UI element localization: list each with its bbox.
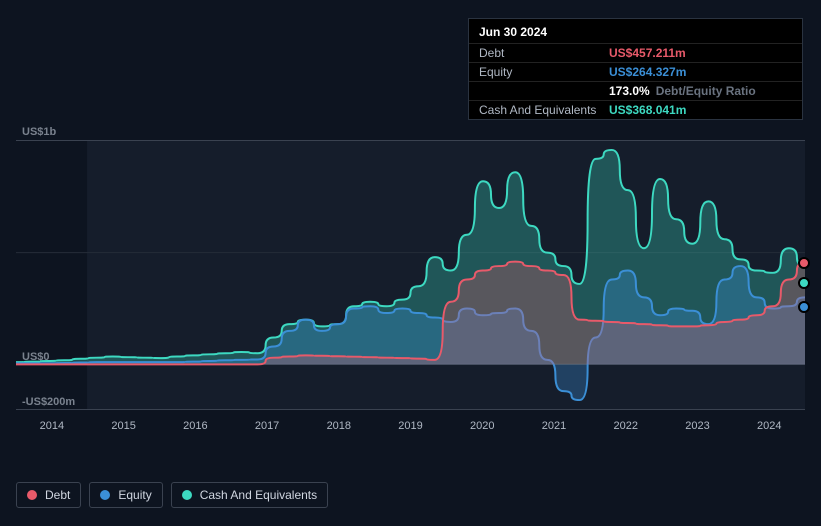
- legend-dot-icon: [27, 490, 37, 500]
- tooltip-row: EquityUS$264.327m: [469, 62, 802, 81]
- tooltip-row: DebtUS$457.211m: [469, 43, 802, 62]
- legend-dot-icon: [182, 490, 192, 500]
- chart-svg: [16, 141, 805, 409]
- x-tick-label: 2024: [733, 420, 805, 450]
- legend-dot-icon: [100, 490, 110, 500]
- x-tick-label: 2019: [375, 420, 447, 450]
- legend-label: Equity: [118, 488, 151, 502]
- x-tick-label: 2017: [231, 420, 303, 450]
- tooltip-label: [479, 84, 609, 98]
- x-tick-label: 2022: [590, 420, 662, 450]
- x-tick-label: 2018: [303, 420, 375, 450]
- legend-item[interactable]: Equity: [89, 482, 162, 508]
- tooltip-value: US$264.327m: [609, 65, 792, 79]
- legend-label: Debt: [45, 488, 70, 502]
- data-tooltip: Jun 30 2024 DebtUS$457.211mEquityUS$264.…: [468, 18, 803, 120]
- tooltip-sub: Debt/Equity Ratio: [656, 84, 756, 98]
- legend: Debt Equity Cash And Equivalents: [16, 482, 328, 508]
- debt-equity-chart: US$1bUS$0-US$200m 2014201520162017201820…: [16, 120, 805, 450]
- y-tick-label: US$1b: [22, 126, 56, 138]
- legend-item[interactable]: Debt: [16, 482, 81, 508]
- legend-item[interactable]: Cash And Equivalents: [171, 482, 328, 508]
- series-end-dot: [798, 301, 810, 313]
- x-tick-label: 2015: [88, 420, 160, 450]
- tooltip-date: Jun 30 2024: [469, 19, 802, 43]
- tooltip-row: Cash And EquivalentsUS$368.041m: [469, 100, 802, 119]
- tooltip-rows: DebtUS$457.211mEquityUS$264.327m173.0%De…: [469, 43, 802, 119]
- x-tick-label: 2023: [662, 420, 734, 450]
- x-tick-label: 2016: [159, 420, 231, 450]
- x-axis: 2014201520162017201820192020202120222023…: [16, 420, 805, 450]
- tooltip-label: Debt: [479, 46, 609, 60]
- tooltip-row: 173.0%Debt/Equity Ratio: [469, 81, 802, 100]
- legend-label: Cash And Equivalents: [200, 488, 317, 502]
- tooltip-label: Cash And Equivalents: [479, 103, 609, 117]
- tooltip-value: US$457.211m: [609, 46, 792, 60]
- x-tick-label: 2014: [16, 420, 88, 450]
- plot-area[interactable]: [16, 140, 805, 410]
- tooltip-value: 173.0%Debt/Equity Ratio: [609, 84, 792, 98]
- series-end-dot: [798, 257, 810, 269]
- series-end-dot: [798, 277, 810, 289]
- tooltip-value: US$368.041m: [609, 103, 792, 117]
- x-tick-label: 2020: [446, 420, 518, 450]
- x-tick-label: 2021: [518, 420, 590, 450]
- tooltip-label: Equity: [479, 65, 609, 79]
